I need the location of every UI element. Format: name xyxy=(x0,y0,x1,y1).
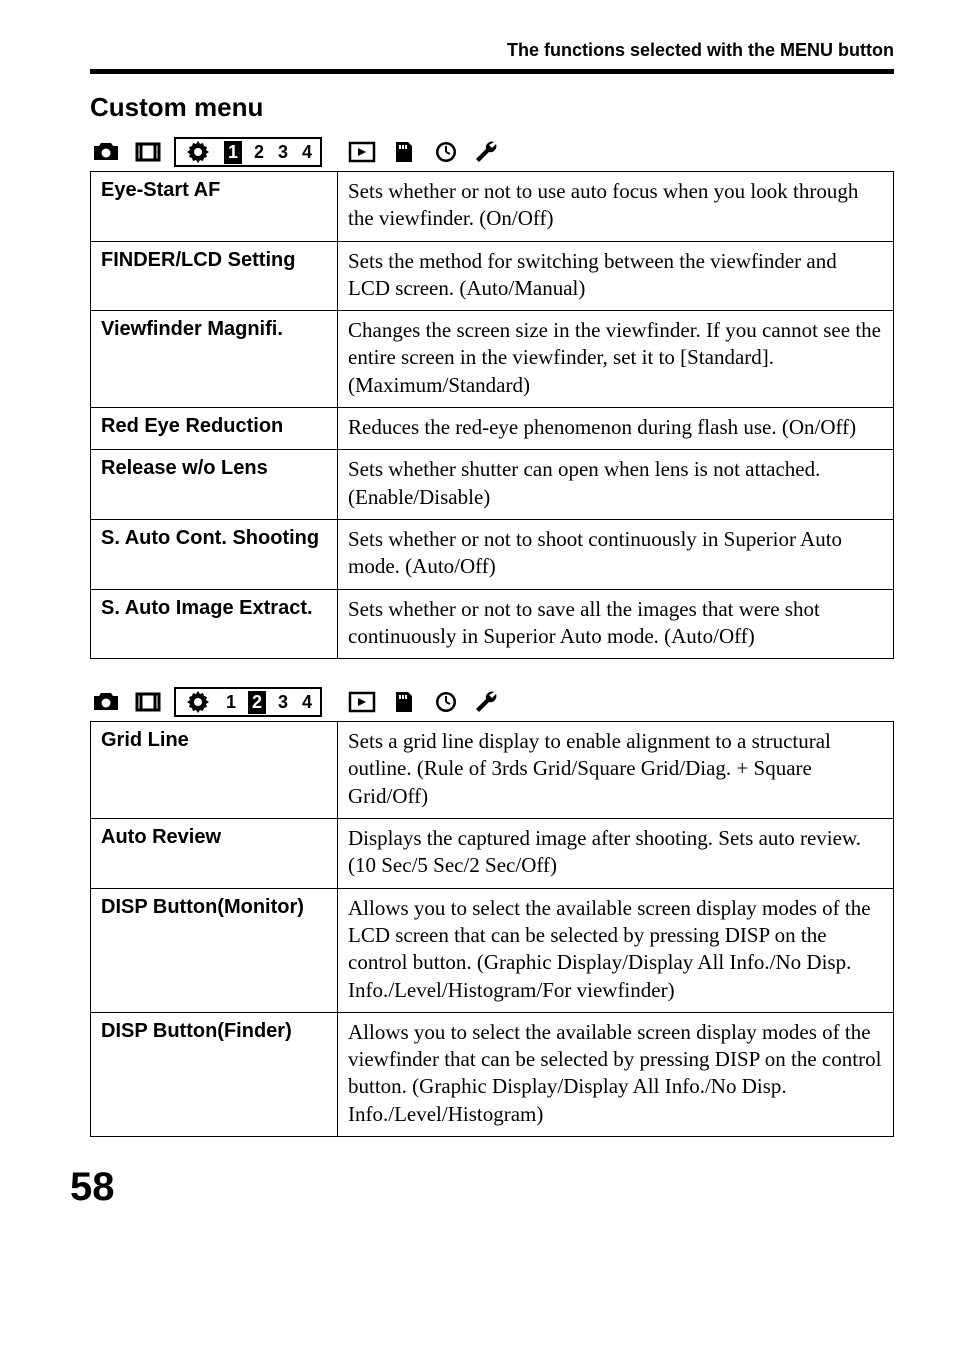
tab-number-1: 1 xyxy=(224,141,242,164)
clock-icon xyxy=(430,138,462,166)
table-row: DISP Button(Monitor) Allows you to selec… xyxy=(91,888,894,1012)
setting-label: Red Eye Reduction xyxy=(91,408,338,450)
setting-label: Grid Line xyxy=(91,722,338,819)
setting-label: S. Auto Cont. Shooting xyxy=(91,519,338,589)
setting-desc: Sets whether or not to use auto focus wh… xyxy=(338,172,894,242)
frame-icon xyxy=(132,138,164,166)
camera-icon xyxy=(90,688,122,716)
table-row: DISP Button(Finder) Allows you to select… xyxy=(91,1012,894,1136)
clock-icon xyxy=(430,688,462,716)
wrench-icon xyxy=(472,688,504,716)
page-number: 58 xyxy=(70,1165,894,1210)
table-row: Viewfinder Magnifi. Changes the screen s… xyxy=(91,311,894,408)
setting-desc: Sets a grid line display to enable align… xyxy=(338,722,894,819)
tab-number-1: 1 xyxy=(224,692,238,713)
wrench-icon xyxy=(472,138,504,166)
page-header: The functions selected with the MENU but… xyxy=(90,40,894,74)
setting-label: Eye-Start AF xyxy=(91,172,338,242)
setting-desc: Allows you to select the available scree… xyxy=(338,1012,894,1136)
setting-label: DISP Button(Monitor) xyxy=(91,888,338,1012)
tab-number-4: 4 xyxy=(300,692,314,713)
tab-number-3: 3 xyxy=(276,142,290,163)
setting-desc: Displays the captured image after shooti… xyxy=(338,819,894,889)
setting-desc: Allows you to select the available scree… xyxy=(338,888,894,1012)
gear-icon xyxy=(182,138,214,166)
menu-tab-row-1: 1 2 3 4 xyxy=(90,137,894,167)
custom-menu-table-2: Grid Line Sets a grid line display to en… xyxy=(90,721,894,1137)
table-row: S. Auto Image Extract. Sets whether or n… xyxy=(91,589,894,659)
camera-icon xyxy=(90,138,122,166)
table-row: Eye-Start AF Sets whether or not to use … xyxy=(91,172,894,242)
play-icon xyxy=(346,138,378,166)
setting-desc: Sets whether or not to shoot continuousl… xyxy=(338,519,894,589)
card-icon xyxy=(388,138,420,166)
card-icon xyxy=(388,688,420,716)
tab-number-3: 3 xyxy=(276,692,290,713)
table-row: FINDER/LCD Setting Sets the method for s… xyxy=(91,241,894,311)
menu-tab-custom-2: 1 2 3 4 xyxy=(174,687,322,717)
menu-tab-custom-1: 1 2 3 4 xyxy=(174,137,322,167)
table-row: Grid Line Sets a grid line display to en… xyxy=(91,722,894,819)
setting-desc: Changes the screen size in the viewfinde… xyxy=(338,311,894,408)
setting-label: Release w/o Lens xyxy=(91,450,338,520)
setting-label: S. Auto Image Extract. xyxy=(91,589,338,659)
setting-desc: Sets whether shutter can open when lens … xyxy=(338,450,894,520)
setting-desc: Sets the method for switching between th… xyxy=(338,241,894,311)
table-row: Red Eye Reduction Reduces the red-eye ph… xyxy=(91,408,894,450)
setting-label: DISP Button(Finder) xyxy=(91,1012,338,1136)
setting-label: FINDER/LCD Setting xyxy=(91,241,338,311)
frame-icon xyxy=(132,688,164,716)
table-row: S. Auto Cont. Shooting Sets whether or n… xyxy=(91,519,894,589)
table-row: Auto Review Displays the captured image … xyxy=(91,819,894,889)
tab-number-2: 2 xyxy=(252,142,266,163)
tab-number-4: 4 xyxy=(300,142,314,163)
play-icon xyxy=(346,688,378,716)
gear-icon xyxy=(182,688,214,716)
setting-desc: Sets whether or not to save all the imag… xyxy=(338,589,894,659)
setting-desc: Reduces the red-eye phenomenon during fl… xyxy=(338,408,894,450)
setting-label: Viewfinder Magnifi. xyxy=(91,311,338,408)
setting-label: Auto Review xyxy=(91,819,338,889)
custom-menu-table-1: Eye-Start AF Sets whether or not to use … xyxy=(90,171,894,659)
section-title: Custom menu xyxy=(90,92,894,123)
tab-number-2: 2 xyxy=(248,691,266,714)
menu-tab-row-2: 1 2 3 4 xyxy=(90,687,894,717)
table-row: Release w/o Lens Sets whether shutter ca… xyxy=(91,450,894,520)
